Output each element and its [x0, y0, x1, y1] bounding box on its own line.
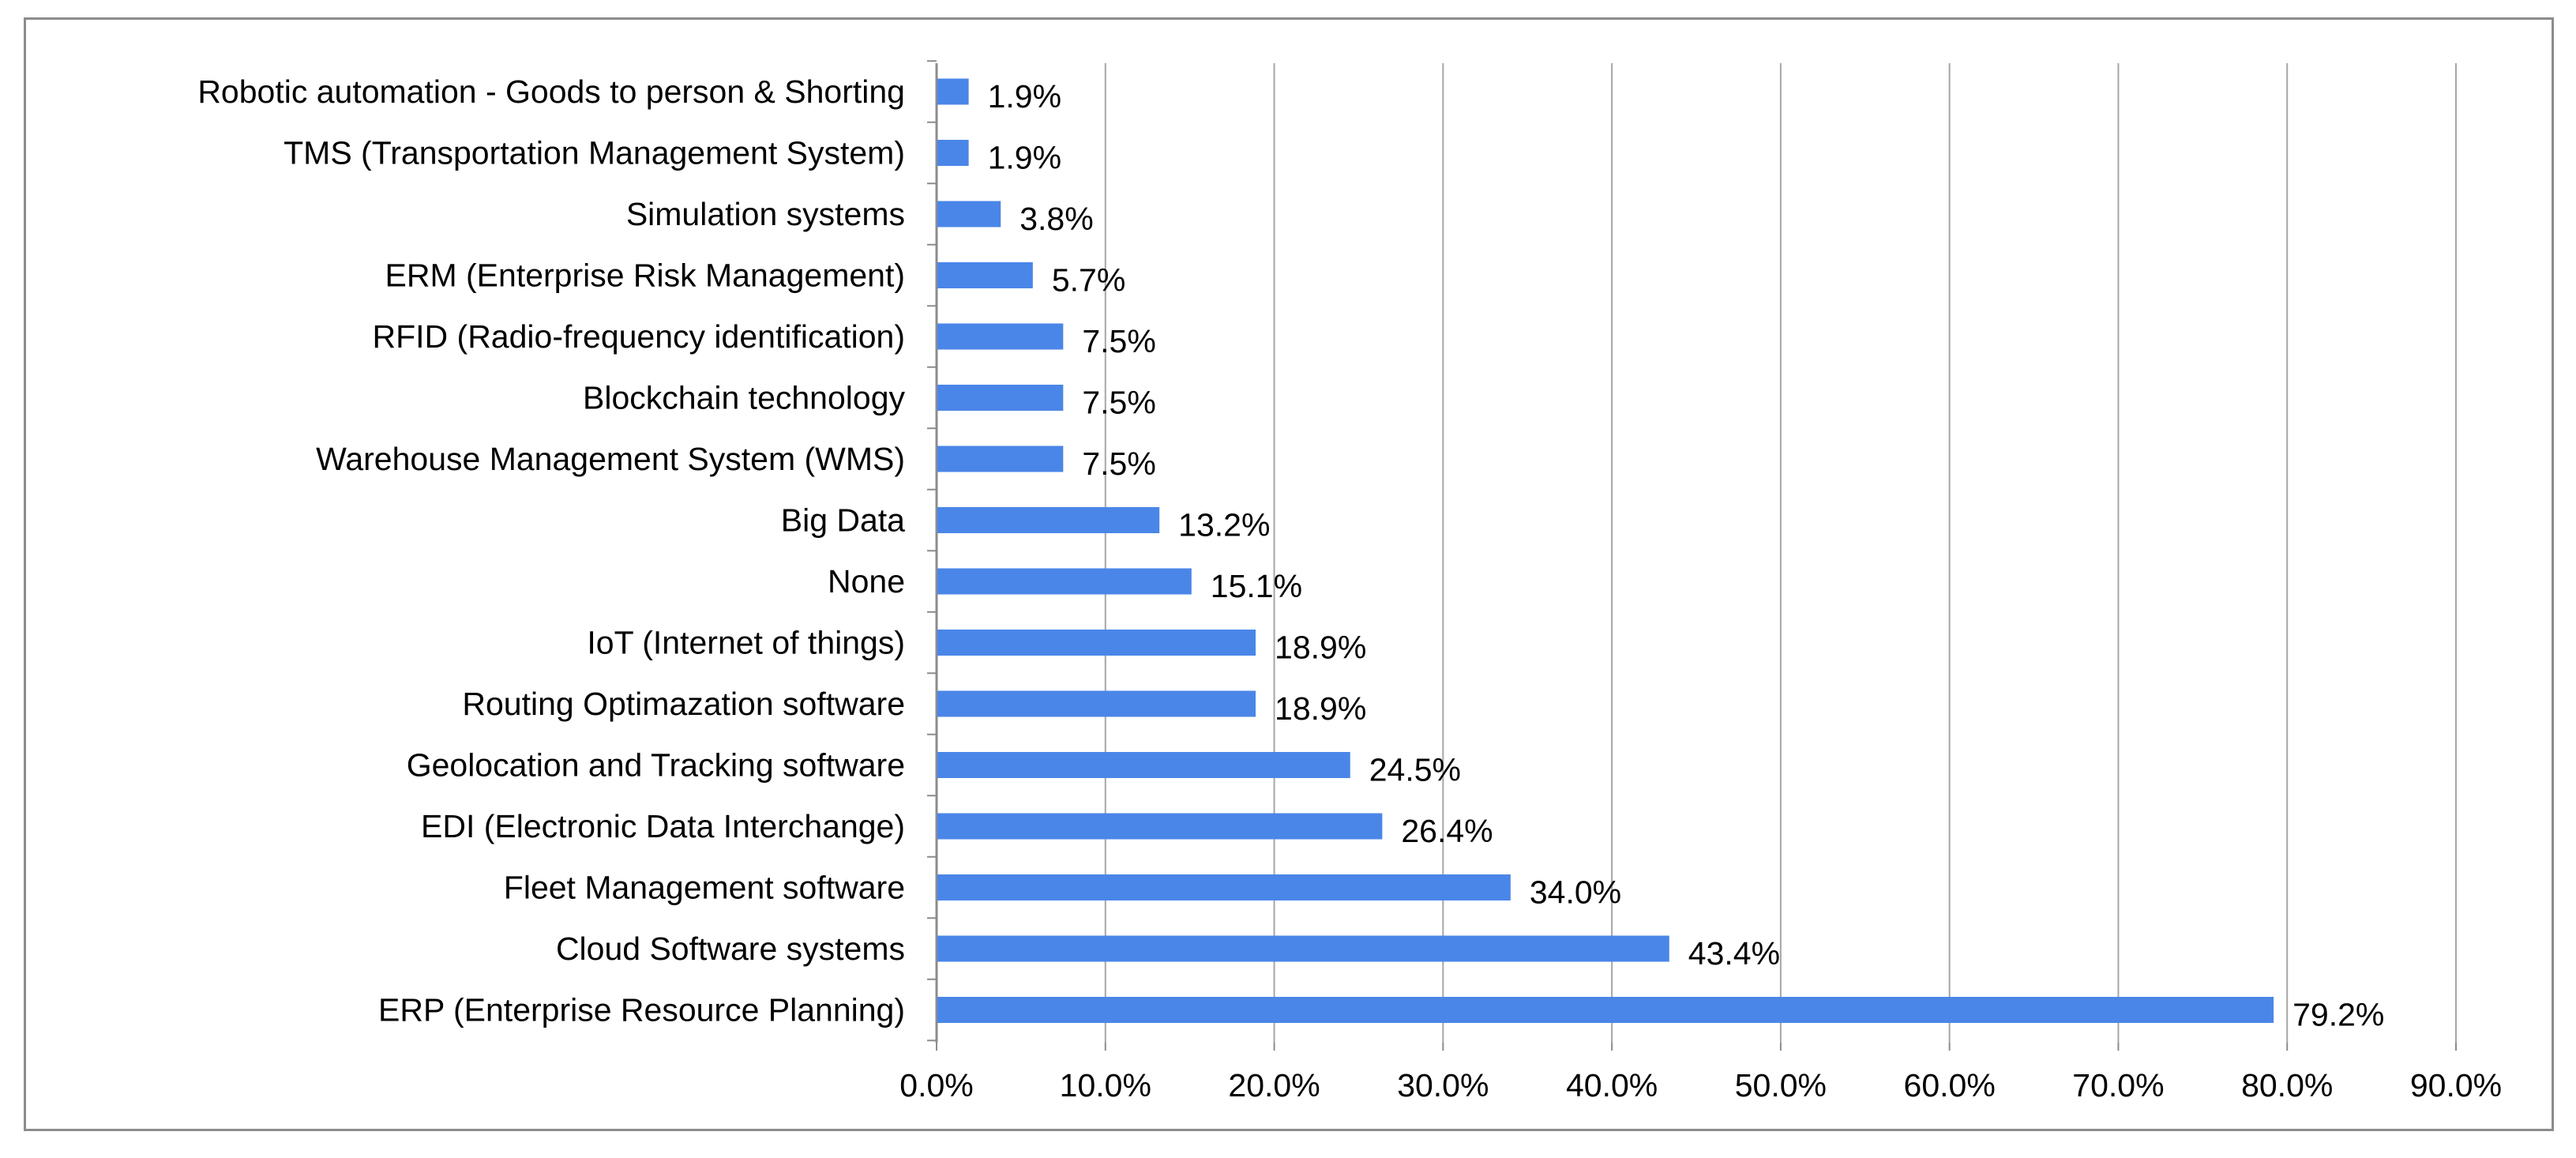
bar: [937, 568, 1192, 595]
category-label: Blockchain technology: [583, 380, 905, 416]
bar: [937, 201, 1001, 227]
grid-layer: [927, 60, 2457, 1051]
bar: [937, 385, 1064, 411]
category-label: Fleet Management software: [504, 870, 905, 906]
data-label: 26.4%: [1401, 813, 1493, 849]
bar: [937, 78, 969, 105]
x-tick-label: 10.0%: [1060, 1067, 1151, 1103]
data-label: 5.7%: [1052, 262, 1125, 299]
x-tick-label: 80.0%: [2241, 1067, 2333, 1103]
data-label: 1.9%: [988, 140, 1061, 176]
category-label: ERM (Enterprise Risk Management): [385, 258, 905, 294]
data-label: 18.9%: [1275, 690, 1366, 727]
category-label: EDI (Electronic Data Interchange): [421, 808, 905, 844]
category-label: RFID (Radio-frequency identification): [373, 318, 906, 355]
data-label: 7.5%: [1082, 385, 1155, 421]
x-tick-label: 50.0%: [1735, 1067, 1827, 1103]
data-label: 15.1%: [1211, 568, 1302, 604]
data-label: 34.0%: [1530, 874, 1621, 911]
x-tick-label: 0.0%: [899, 1067, 973, 1103]
data-label: 79.2%: [2292, 997, 2384, 1033]
bar: [937, 813, 1383, 840]
category-label: Warehouse Management System (WMS): [316, 441, 905, 477]
x-tick-label: 70.0%: [2072, 1067, 2164, 1103]
bar: [937, 935, 1669, 962]
category-label: Geolocation and Tracking software: [407, 747, 905, 784]
x-tick-label: 90.0%: [2410, 1067, 2502, 1103]
labels-layer: 0.0% 10.0% 20.0% 30.0% 40.0% 50.0% 60.0% 70.0% 8…: [197, 73, 2502, 1103]
category-label: TMS (Transportation Management System): [284, 135, 905, 171]
category-label: Simulation systems: [626, 196, 905, 232]
bar: [937, 323, 1064, 350]
data-label: 1.9%: [988, 78, 1061, 115]
data-label: 7.5%: [1082, 323, 1155, 359]
category-label: Routing Optimazation software: [462, 686, 905, 722]
bar: [937, 446, 1064, 472]
data-label: 7.5%: [1082, 446, 1155, 482]
category-label: Robotic automation - Goods to person & S…: [197, 73, 905, 110]
x-tick-label: 60.0%: [1904, 1067, 1996, 1103]
bar: [937, 874, 1511, 900]
category-label: Big Data: [781, 502, 905, 539]
x-tick-label: 40.0%: [1566, 1067, 1658, 1103]
bar: [937, 690, 1256, 717]
bar: [937, 507, 1160, 533]
bar: [937, 140, 969, 166]
category-label: IoT (Internet of things): [587, 625, 905, 661]
bar: [937, 752, 1350, 778]
bar: [937, 262, 1033, 288]
data-label: 13.2%: [1178, 507, 1270, 543]
data-label: 43.4%: [1688, 935, 1780, 972]
data-label: 24.5%: [1369, 752, 1461, 788]
category-label: None: [828, 563, 905, 600]
bars-layer: [937, 78, 2274, 1023]
category-label: ERP (Enterprise Resource Planning): [378, 992, 905, 1028]
bar: [937, 997, 2274, 1023]
x-tick-label: 20.0%: [1228, 1067, 1320, 1103]
category-label: Cloud Software systems: [556, 931, 905, 967]
data-label: 18.9%: [1275, 630, 1366, 666]
x-tick-label: 30.0%: [1397, 1067, 1489, 1103]
bar: [937, 630, 1256, 656]
data-label: 3.8%: [1020, 201, 1093, 237]
